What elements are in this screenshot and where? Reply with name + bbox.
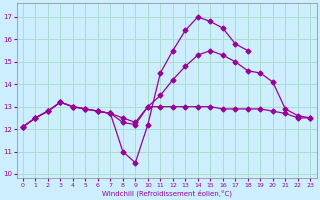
X-axis label: Windchill (Refroidissement éolien,°C): Windchill (Refroidissement éolien,°C): [101, 189, 232, 197]
